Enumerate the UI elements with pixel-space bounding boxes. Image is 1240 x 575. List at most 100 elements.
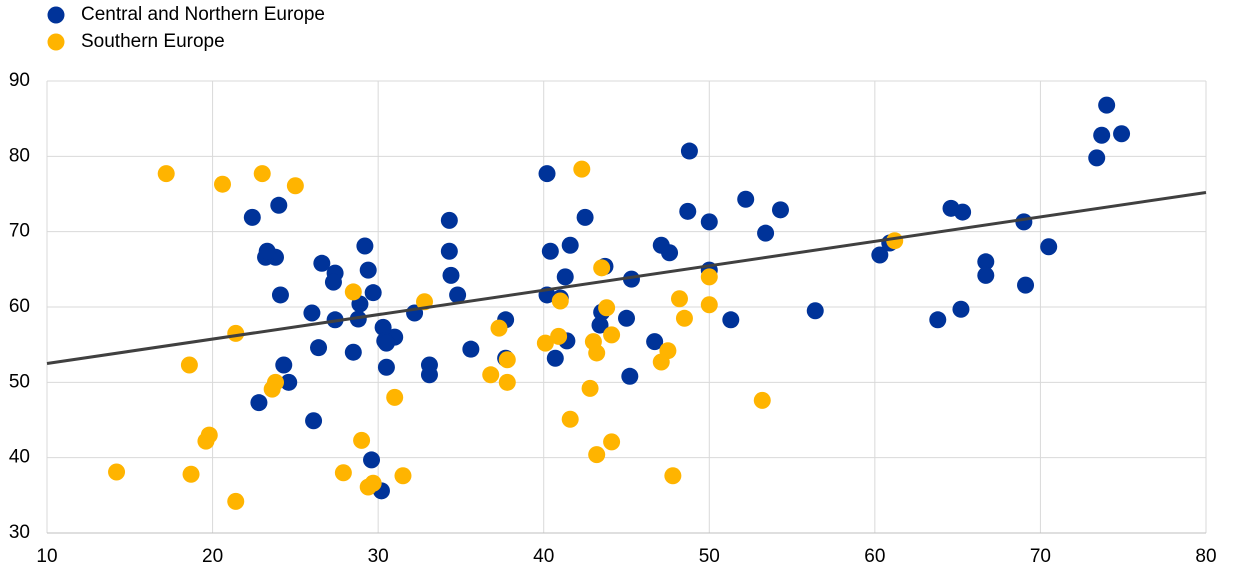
- point: [588, 344, 606, 362]
- y-tick-label: 50: [9, 371, 30, 392]
- point: [573, 160, 591, 178]
- point: [250, 394, 268, 412]
- point: [313, 254, 331, 272]
- x-tick-label: 70: [1030, 546, 1051, 567]
- point: [576, 208, 594, 226]
- point: [280, 373, 298, 391]
- point: [700, 213, 718, 231]
- x-tick-label: 60: [864, 546, 885, 567]
- x-tick-label: 30: [368, 546, 389, 567]
- point: [561, 236, 579, 254]
- point: [394, 467, 412, 485]
- point: [334, 464, 352, 482]
- trend-line: [46, 191, 1207, 365]
- point: [954, 203, 972, 221]
- point: [227, 492, 245, 510]
- point: [214, 175, 232, 193]
- x-tick-label: 80: [1195, 546, 1216, 567]
- point: [440, 242, 458, 260]
- point: [977, 253, 995, 271]
- point: [700, 268, 718, 286]
- point: [618, 309, 635, 327]
- point: [449, 286, 467, 304]
- point: [546, 349, 564, 367]
- point: [286, 177, 304, 195]
- y-tick-label: 90: [9, 70, 30, 91]
- point: [442, 266, 460, 284]
- y-tick-label: 70: [9, 221, 30, 242]
- point: [771, 201, 789, 219]
- point: [871, 246, 889, 264]
- x-tick-label: 10: [36, 546, 57, 567]
- point: [952, 300, 970, 318]
- point: [581, 379, 599, 397]
- point: [359, 478, 377, 496]
- point: [1088, 149, 1106, 167]
- point: [363, 451, 381, 469]
- point: [551, 292, 569, 310]
- point: [538, 165, 556, 183]
- legend-marker: [47, 6, 65, 24]
- point: [621, 367, 639, 385]
- point: [420, 366, 438, 384]
- point: [353, 431, 371, 449]
- point: [593, 259, 611, 277]
- point: [670, 290, 688, 308]
- point: [108, 463, 126, 481]
- point: [263, 380, 281, 398]
- point: [498, 373, 516, 391]
- point: [598, 299, 616, 317]
- point: [324, 273, 342, 291]
- point: [482, 366, 500, 384]
- point: [197, 432, 215, 450]
- point: [258, 242, 276, 260]
- point: [737, 190, 755, 208]
- point: [374, 318, 392, 336]
- point: [253, 165, 271, 183]
- point: [661, 244, 679, 262]
- point: [310, 339, 328, 357]
- y-tick-label: 80: [9, 145, 30, 166]
- point: [344, 283, 362, 301]
- point: [806, 302, 824, 320]
- point: [1015, 213, 1033, 231]
- point: [1093, 126, 1111, 144]
- point: [622, 270, 640, 288]
- point: [680, 142, 698, 160]
- point: [182, 465, 200, 483]
- point: [561, 410, 579, 428]
- point: [359, 261, 377, 279]
- point: [757, 224, 775, 242]
- point: [303, 304, 321, 322]
- point: [377, 358, 395, 376]
- x-tick-label: 40: [533, 546, 554, 567]
- point: [243, 208, 261, 226]
- point: [270, 196, 288, 214]
- point: [305, 412, 323, 430]
- point: [275, 356, 293, 374]
- point: [679, 202, 697, 220]
- point: [1098, 96, 1116, 114]
- point: [1113, 125, 1131, 143]
- point: [722, 311, 740, 329]
- point: [652, 353, 670, 371]
- point: [664, 467, 682, 485]
- point: [700, 296, 718, 314]
- x-tick-label: 20: [202, 546, 223, 567]
- point: [1017, 276, 1035, 294]
- y-tick-label: 30: [9, 522, 30, 543]
- point: [386, 388, 404, 406]
- point: [591, 316, 609, 334]
- y-tick-label: 40: [9, 447, 30, 468]
- point: [536, 334, 554, 352]
- point: [462, 340, 480, 358]
- point: [603, 326, 621, 344]
- y-tick-label: 60: [9, 296, 30, 317]
- point: [588, 446, 606, 464]
- legend-label: Southern Europe: [81, 31, 225, 52]
- point: [180, 356, 198, 374]
- point: [157, 165, 175, 183]
- point: [364, 284, 382, 302]
- point: [977, 266, 995, 284]
